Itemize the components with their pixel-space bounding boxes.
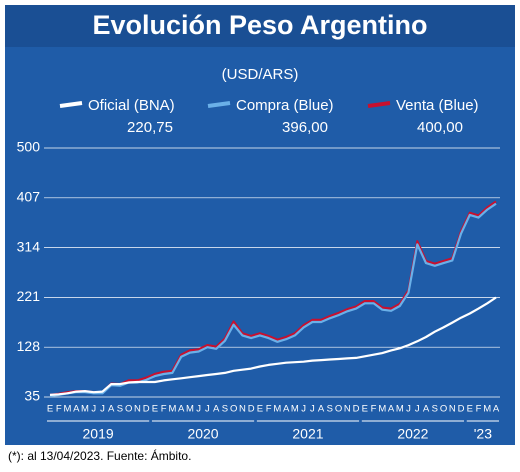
x-tick-label: O xyxy=(335,404,342,415)
x-tick-label: F xyxy=(266,404,272,415)
x-tick-label: F xyxy=(56,404,62,415)
x-tick-label: M xyxy=(186,404,194,415)
x-tick-label: M xyxy=(378,404,386,415)
legend-swatch xyxy=(207,101,231,108)
title-band xyxy=(5,5,515,47)
x-tick-label: S xyxy=(117,404,123,415)
x-tick-label: E xyxy=(257,404,263,415)
x-tick-label: J xyxy=(91,404,96,415)
legend-label: Compra (Blue) xyxy=(236,97,334,114)
x-tick-label: A xyxy=(283,404,290,415)
y-tick-label: 35 xyxy=(24,388,40,404)
y-tick-label: 221 xyxy=(17,288,41,304)
series-line xyxy=(49,296,497,396)
x-tick-label: A xyxy=(108,404,115,415)
legend-label: Oficial (BNA) xyxy=(88,97,175,114)
x-tick-label: J xyxy=(301,404,306,415)
y-tick-label: 314 xyxy=(17,238,41,254)
x-tick-label: O xyxy=(230,404,237,415)
x-tick-label: A xyxy=(178,404,185,415)
x-tick-label: M xyxy=(64,404,72,415)
x-tick-label: J xyxy=(406,404,411,415)
x-tick-label: M xyxy=(291,404,299,415)
x-tick-label: E xyxy=(362,404,368,415)
y-tick-label: 128 xyxy=(17,338,41,354)
x-tick-label: N xyxy=(239,404,246,415)
x-tick-label: A xyxy=(213,404,220,415)
y-tick-label: 407 xyxy=(17,189,41,205)
year-label: 2020 xyxy=(187,426,218,442)
x-tick-label: O xyxy=(125,404,132,415)
x-tick-label: M xyxy=(483,404,491,415)
x-tick-label: O xyxy=(440,404,447,415)
x-tick-label: F xyxy=(371,404,377,415)
x-tick-label: D xyxy=(143,404,150,415)
x-tick-label: N xyxy=(344,404,351,415)
x-tick-label: S xyxy=(222,404,228,415)
y-tick-label: 500 xyxy=(17,139,41,155)
x-tick-label: M xyxy=(273,404,281,415)
x-tick-label: D xyxy=(458,404,465,415)
panel xyxy=(5,5,515,445)
x-tick-label: N xyxy=(449,404,456,415)
x-tick-label: A xyxy=(493,404,500,415)
x-tick-label: S xyxy=(327,404,333,415)
x-tick-label: M xyxy=(81,404,89,415)
x-tick-label: J xyxy=(310,404,315,415)
legend-value: 220,75 xyxy=(127,119,173,136)
x-tick-label: S xyxy=(432,404,438,415)
x-tick-label: M xyxy=(396,404,404,415)
x-tick-label: E xyxy=(152,404,158,415)
footnote: (*): al 13/04/2023. Fuente: Ámbito. xyxy=(8,448,191,463)
x-tick-label: F xyxy=(161,404,167,415)
x-tick-label: J xyxy=(205,404,210,415)
legend-value: 396,00 xyxy=(282,119,328,136)
x-tick-label: M xyxy=(168,404,176,415)
x-tick-label: E xyxy=(47,404,53,415)
x-tick-label: A xyxy=(423,404,430,415)
legend-label: Venta (Blue) xyxy=(396,97,479,114)
x-tick-label: E xyxy=(467,404,473,415)
x-tick-label: A xyxy=(388,404,395,415)
year-label: '23 xyxy=(474,426,492,442)
year-label: 2021 xyxy=(292,426,323,442)
x-tick-label: J xyxy=(100,404,105,415)
x-tick-label: F xyxy=(476,404,482,415)
year-label: 2019 xyxy=(83,426,114,442)
legend-value: 400,00 xyxy=(417,119,463,136)
x-tick-label: N xyxy=(134,404,141,415)
x-tick-label: D xyxy=(353,404,360,415)
x-tick-label: A xyxy=(318,404,325,415)
x-tick-label: J xyxy=(196,404,201,415)
chart-title: Evolución Peso Argentino xyxy=(92,10,427,40)
x-tick-label: J xyxy=(415,404,420,415)
x-tick-label: A xyxy=(73,404,80,415)
legend-swatch xyxy=(59,101,83,108)
x-tick-label: D xyxy=(248,404,255,415)
chart-subtitle: (USD/ARS) xyxy=(222,66,299,83)
year-label: 2022 xyxy=(397,426,428,442)
legend-swatch xyxy=(367,101,391,108)
